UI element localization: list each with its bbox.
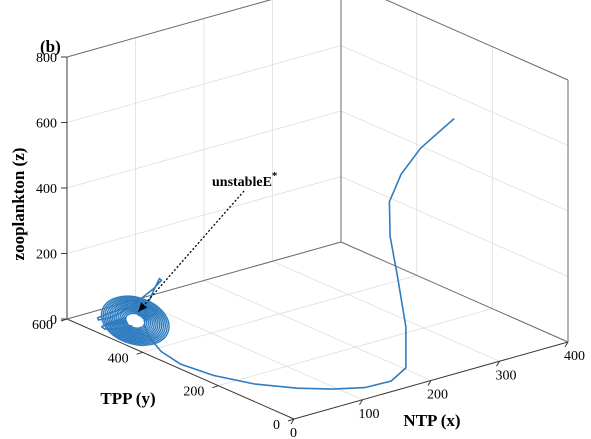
x-tick-label: 0	[290, 426, 297, 439]
grid-line	[385, 0, 569, 81]
y-axis-label: TPP (y)	[100, 389, 155, 408]
limit-cycle-ring	[122, 311, 148, 331]
grid-line	[340, 176, 569, 277]
box-edge	[66, 0, 272, 58]
y-tick-label: 200	[183, 385, 204, 400]
grid-line	[66, 45, 342, 123]
grid-line	[218, 308, 493, 387]
y-tick-label: 600	[32, 318, 53, 333]
y-tick	[287, 418, 295, 422]
x-tick	[290, 418, 295, 425]
y-tick	[212, 385, 219, 389]
limit-cycle-ring	[115, 306, 155, 336]
grid-line	[142, 274, 417, 353]
box-edge	[340, 241, 569, 343]
limit-cycle-ring	[124, 312, 146, 329]
annotation-superscript: *	[272, 170, 278, 182]
z-tick-label: 0	[50, 313, 57, 328]
grid-line	[203, 280, 432, 381]
annotation-arrow-line	[137, 190, 245, 313]
grid-line	[272, 260, 500, 362]
limit-cycle-ring	[106, 299, 165, 343]
x-tick-label: 200	[427, 388, 448, 403]
z-tick-label: 200	[36, 248, 57, 263]
limit-cycle-ring	[117, 307, 154, 335]
annotation-arrow-head	[138, 302, 148, 312]
x-tick-label: 100	[359, 407, 380, 422]
x-tick	[564, 341, 569, 348]
x-tick	[496, 360, 500, 367]
limit-cycle-ring	[121, 310, 150, 332]
annotation-label: unstableE*	[212, 170, 278, 190]
trajectory-line	[96, 118, 455, 390]
x-tick	[359, 399, 363, 406]
equilibrium-hole	[126, 314, 144, 327]
grid-line	[66, 176, 342, 254]
box-edge	[385, 0, 569, 81]
grid-line	[66, 110, 342, 189]
x-tick-label: 400	[564, 349, 585, 364]
annotation: unstableE*	[137, 170, 278, 313]
limit-cycle-ring	[119, 308, 152, 333]
limit-cycle-ring	[102, 296, 168, 345]
z-tick-label: 400	[36, 182, 57, 197]
panel-label: (b)	[40, 37, 61, 56]
annotation-text: unstableE	[212, 175, 272, 190]
z-axis-label: zooplankton (z)	[9, 148, 28, 261]
limit-cycle-ring	[104, 298, 167, 344]
grid-line	[340, 110, 569, 212]
grid	[66, 0, 569, 420]
y-axis-line	[66, 318, 295, 420]
x-axis-label: NTP (x)	[403, 411, 460, 430]
y-tick-label: 0	[273, 418, 280, 433]
grid-line	[135, 299, 363, 401]
x-tick-label: 300	[496, 368, 517, 383]
limit-cycle-ring	[100, 295, 170, 347]
z-tick-label: 800	[36, 51, 57, 66]
y-tick	[136, 351, 143, 355]
limit-cycle-ring	[113, 304, 157, 337]
z-tick-label: 600	[36, 117, 57, 132]
x-tick	[427, 380, 432, 386]
y-tick-label: 400	[108, 351, 129, 366]
series-layer	[96, 118, 455, 390]
grid-line	[340, 45, 569, 146]
